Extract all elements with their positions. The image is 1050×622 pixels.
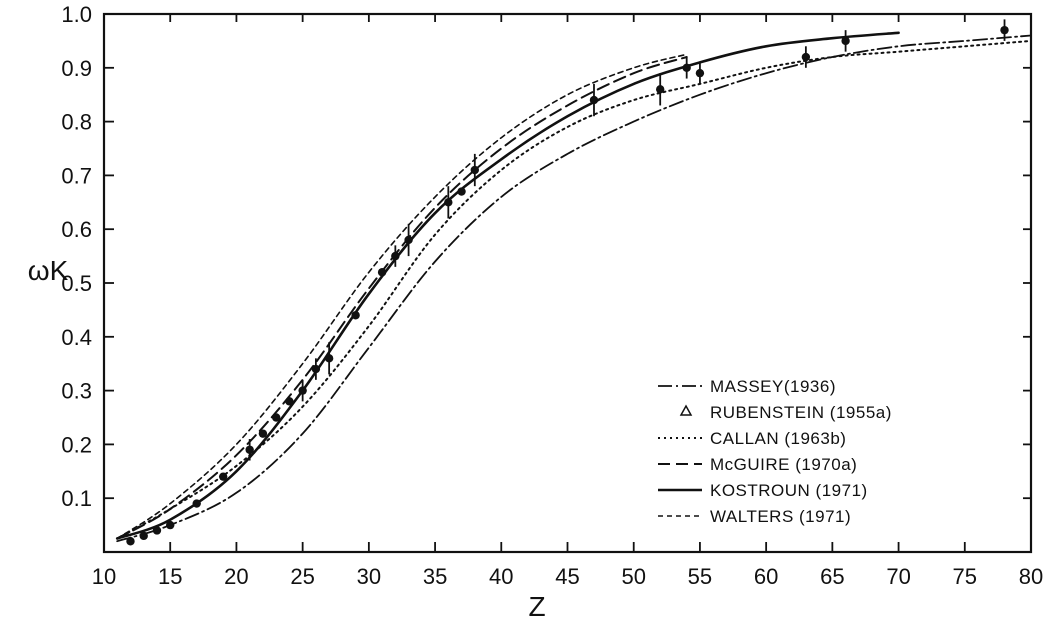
legend-label: MASSEY(1936) xyxy=(710,377,836,396)
series-lines-layer xyxy=(115,31,1032,543)
data-point xyxy=(801,52,811,62)
data-point xyxy=(470,165,479,175)
legend-item: RUBENSTEIN (1955a) xyxy=(679,403,892,422)
data-point xyxy=(218,472,228,481)
plot-frame xyxy=(102,12,1033,554)
series-line-4 xyxy=(115,31,900,540)
legend-label: McGUIRE (1970a) xyxy=(710,455,857,474)
y-tick-label: 0.6 xyxy=(61,217,92,242)
y-tick-label: 0.5 xyxy=(61,271,92,296)
legend-item: KOSTROUN (1971) xyxy=(658,481,868,500)
legend-item: WALTERS (1971) xyxy=(658,507,851,526)
legend-item: CALLAN (1963b) xyxy=(658,429,846,448)
data-point xyxy=(404,235,413,245)
data-point xyxy=(192,499,201,508)
legend: MASSEY(1936) RUBENSTEIN (1955a) CALLAN (19… xyxy=(658,377,892,526)
x-tick-label: 45 xyxy=(555,564,579,589)
axis-ticks-layer: 10 15 20 25 30 35 40 45 50 55 60 65 70 75 80 0.1 0.2 0.3 0… xyxy=(61,2,1043,589)
x-tick-label: 55 xyxy=(688,564,712,589)
data-point xyxy=(589,95,599,105)
data-point xyxy=(444,198,453,207)
x-axis-title: Z xyxy=(528,591,545,622)
legend-label: RUBENSTEIN (1955a) xyxy=(710,403,892,422)
data-point xyxy=(139,531,148,541)
data-point xyxy=(258,429,268,438)
data-points-layer xyxy=(126,19,1009,546)
x-tick-label: 75 xyxy=(953,564,977,589)
series-line-2 xyxy=(116,39,1032,540)
y-tick-label: 0.1 xyxy=(61,486,92,511)
x-tick-label: 15 xyxy=(158,564,182,589)
series-line-5 xyxy=(116,53,688,540)
data-point xyxy=(166,520,175,530)
x-tick-label: 40 xyxy=(489,564,513,589)
x-tick-label: 50 xyxy=(621,564,645,589)
data-point xyxy=(841,36,850,46)
y-axis-title: ωK xyxy=(28,255,69,286)
data-point xyxy=(457,187,466,196)
y-tick-label: 0.8 xyxy=(61,110,92,135)
data-point xyxy=(152,526,162,535)
series-line-0 xyxy=(116,34,1032,543)
y-tick-label: 0.9 xyxy=(61,56,92,81)
data-point xyxy=(298,386,307,395)
x-tick-label: 20 xyxy=(224,564,248,589)
y-tick-label: 1.0 xyxy=(61,2,92,27)
data-point xyxy=(377,268,387,277)
data-point xyxy=(271,413,281,422)
data-point xyxy=(656,85,665,94)
y-tick-label: 0.7 xyxy=(61,163,92,188)
data-point xyxy=(126,537,135,546)
data-point xyxy=(695,68,705,78)
x-tick-label: 35 xyxy=(423,564,447,589)
x-tick-label: 70 xyxy=(886,564,910,589)
data-point xyxy=(285,397,294,406)
x-tick-label: 30 xyxy=(357,564,381,589)
data-point xyxy=(1000,25,1009,35)
x-tick-label: 65 xyxy=(820,564,844,589)
data-point xyxy=(682,63,691,72)
legend-label: CALLAN (1963b) xyxy=(710,429,846,448)
legend-item: MASSEY(1936) xyxy=(658,377,836,396)
legend-label: KOSTROUN (1971) xyxy=(710,481,868,500)
x-tick-label: 80 xyxy=(1019,564,1043,589)
data-point xyxy=(324,354,334,363)
x-tick-label: 25 xyxy=(290,564,314,589)
data-point xyxy=(351,311,360,320)
y-tick-label: 0.2 xyxy=(61,432,92,457)
y-tick-label: 0.4 xyxy=(61,325,92,350)
data-point xyxy=(311,364,321,374)
x-tick-label: 10 xyxy=(92,564,116,589)
legend-item: McGUIRE (1970a) xyxy=(658,455,857,474)
x-tick-label: 60 xyxy=(754,564,778,589)
legend-triangle-marker xyxy=(679,404,693,416)
legend-label: WALTERS (1971) xyxy=(710,507,851,526)
y-tick-label: 0.3 xyxy=(61,379,92,404)
series-line-3 xyxy=(116,56,688,540)
data-point xyxy=(391,251,400,261)
data-point xyxy=(245,445,254,454)
